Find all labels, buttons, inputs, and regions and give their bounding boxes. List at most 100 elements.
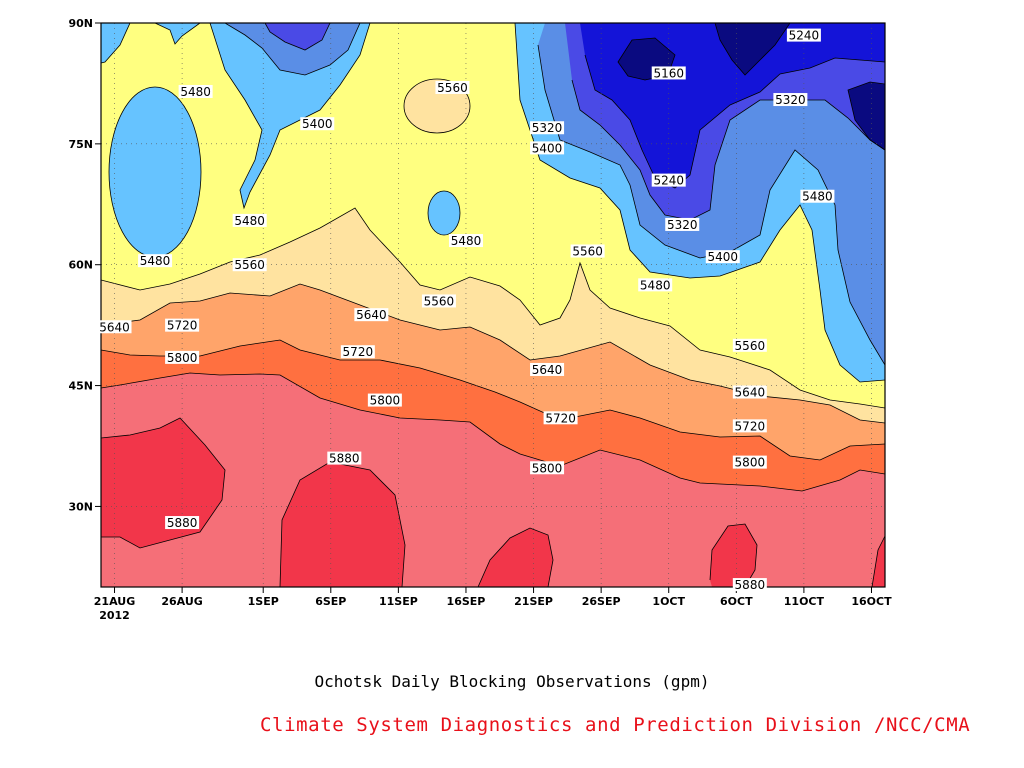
svg-text:5880: 5880 xyxy=(735,578,766,592)
band-above-5880-s xyxy=(478,528,553,587)
contour-label: 5160 xyxy=(651,66,686,80)
x-tick-label: 16OCT xyxy=(851,595,892,608)
shaded-field xyxy=(101,23,885,587)
contour-labels: 5480 5480 5480 5400 5560 5480 5560 5640 5720 5800… xyxy=(97,29,835,592)
contour-label: 5400 xyxy=(530,141,565,155)
svg-text:5160: 5160 xyxy=(653,66,684,80)
svg-text:5480: 5480 xyxy=(234,214,265,228)
band-5400-5480-nw xyxy=(210,23,370,208)
svg-text:5480: 5480 xyxy=(451,234,482,248)
contour-label: 5720 xyxy=(732,419,767,433)
band-5400-5480-cell-w xyxy=(109,87,201,257)
contour-label: 5720 xyxy=(340,345,375,359)
band-5400-5480-tl xyxy=(101,23,130,63)
svg-text:5800: 5800 xyxy=(167,351,198,365)
contour-label: 5800 xyxy=(530,461,565,475)
band-5240-5320-nw xyxy=(265,23,330,50)
svg-text:5560: 5560 xyxy=(424,294,455,308)
contour-label: 5800 xyxy=(367,393,402,408)
x-tick-label: 11SEP xyxy=(379,595,418,608)
band-above-5880-e xyxy=(710,524,757,587)
svg-text:5480: 5480 xyxy=(802,190,833,204)
contour-label: 5560 xyxy=(732,338,767,353)
svg-text:5480: 5480 xyxy=(640,278,671,292)
contour-label: 5480 xyxy=(638,278,673,292)
contour-label: 5400 xyxy=(300,117,335,131)
contour-label: 5560 xyxy=(421,294,456,308)
contour-label: 5640 xyxy=(354,308,389,322)
contour-label: 5400 xyxy=(705,250,740,264)
x-tick-label: 21SEP xyxy=(514,595,553,608)
contour-label: 5560 xyxy=(570,244,605,259)
svg-text:5800: 5800 xyxy=(735,456,766,470)
svg-text:5560: 5560 xyxy=(735,339,766,353)
contour-label: 5320 xyxy=(530,121,565,135)
contour-label: 5880 xyxy=(732,578,767,592)
band-above-5880-w xyxy=(101,418,225,548)
svg-text:5720: 5720 xyxy=(167,319,198,333)
svg-text:5400: 5400 xyxy=(708,250,739,264)
contour-label: 5640 xyxy=(530,362,565,377)
svg-text:5320: 5320 xyxy=(775,93,806,107)
x-tick-label: 6OCT xyxy=(720,595,753,608)
credit-line: Climate System Diagnostics and Predictio… xyxy=(260,714,971,736)
contour-label: 5560 xyxy=(435,80,470,95)
contour-label: 5240 xyxy=(786,29,821,43)
contour-label: 5480 xyxy=(138,254,173,268)
band-below-5160-c xyxy=(848,82,885,150)
svg-text:5880: 5880 xyxy=(167,516,198,530)
svg-text:5400: 5400 xyxy=(302,117,333,131)
band-above-5880-se xyxy=(872,536,885,587)
svg-text:5640: 5640 xyxy=(99,320,130,334)
contour-label: 5560 xyxy=(232,258,267,272)
x-tick-label: 26SEP xyxy=(582,595,621,608)
x-year-label: 2012 xyxy=(99,609,130,622)
x-tick-label: 1SEP xyxy=(248,595,279,608)
svg-text:5480: 5480 xyxy=(180,85,211,99)
x-tick-label: 16SEP xyxy=(447,595,486,608)
contour-label: 5880 xyxy=(327,451,362,466)
contour-label: 5480 xyxy=(448,234,483,248)
x-tick-label: 21AUG xyxy=(94,595,135,608)
band-above-5880-c xyxy=(280,462,405,587)
contour-label: 5240 xyxy=(651,173,686,188)
y-tick-label: 75N xyxy=(68,138,93,151)
svg-text:5560: 5560 xyxy=(234,258,265,272)
svg-text:5480: 5480 xyxy=(140,254,171,268)
x-tick-label: 26AUG xyxy=(161,595,202,608)
x-tick-label: 1OCT xyxy=(652,595,685,608)
svg-text:5640: 5640 xyxy=(356,308,387,322)
band-5400-5480-cell-c xyxy=(428,191,460,235)
contour-label: 5720 xyxy=(165,318,200,333)
svg-text:5720: 5720 xyxy=(545,411,576,425)
contour-label: 5320 xyxy=(665,217,700,232)
svg-text:5800: 5800 xyxy=(532,461,563,475)
contour-label: 5800 xyxy=(165,350,200,365)
contour-label: 5880 xyxy=(165,516,200,530)
y-tick-label: 30N xyxy=(68,500,93,513)
svg-text:5400: 5400 xyxy=(532,141,563,155)
svg-text:5800: 5800 xyxy=(370,394,401,408)
plot-frame xyxy=(100,22,886,588)
svg-text:5240: 5240 xyxy=(789,29,820,43)
svg-text:5320: 5320 xyxy=(667,218,698,232)
svg-text:5560: 5560 xyxy=(572,245,603,259)
svg-text:5320: 5320 xyxy=(532,121,563,135)
contour-label: 5480 xyxy=(232,213,267,228)
x-tick-label: 11OCT xyxy=(784,595,825,608)
y-tick-label: 90N xyxy=(68,17,93,30)
chart-title: Ochotsk Daily Blocking Observations (gpm… xyxy=(314,672,710,691)
band-5320-5400-nw xyxy=(225,23,360,75)
contour-label: 5720 xyxy=(543,411,578,425)
y-axis: 30N 45N 60N 75N 90N xyxy=(68,17,101,513)
svg-text:5560: 5560 xyxy=(437,81,468,95)
svg-text:5240: 5240 xyxy=(653,174,684,188)
y-tick-label: 60N xyxy=(68,259,93,272)
x-tick-label: 6SEP xyxy=(315,595,346,608)
svg-text:5720: 5720 xyxy=(343,345,374,359)
contour-label: 5640 xyxy=(97,320,132,334)
contour-label: 5480 xyxy=(800,189,835,204)
svg-text:5720: 5720 xyxy=(735,419,766,433)
